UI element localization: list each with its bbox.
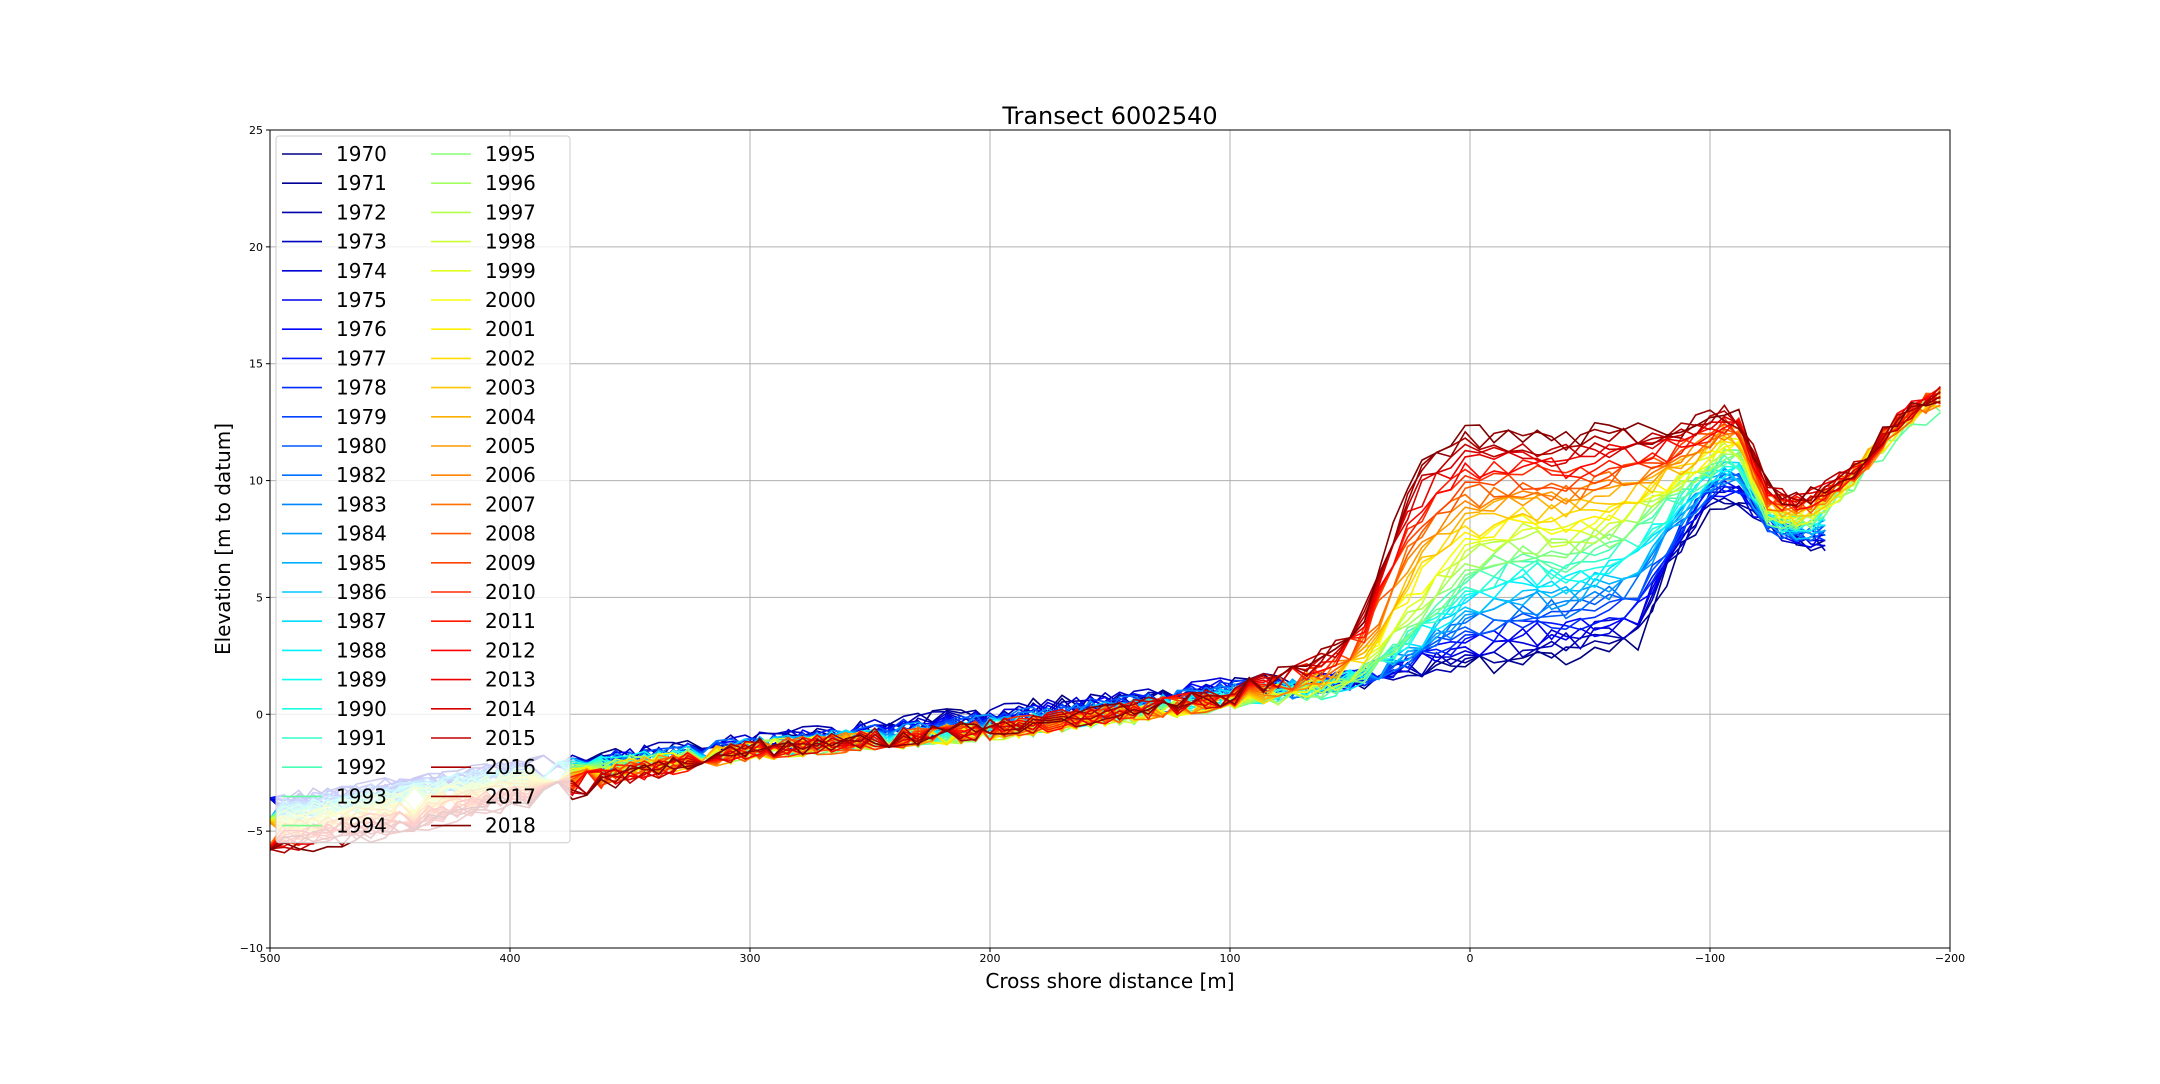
legend-label-1970: 1970 [336, 142, 387, 166]
legend-label-1973: 1973 [336, 230, 387, 254]
x-tick-label: 200 [980, 952, 1001, 965]
x-tick-label: 500 [260, 952, 281, 965]
y-tick-label: 10 [249, 475, 263, 488]
y-tick-label: 25 [249, 124, 263, 137]
x-axis-label: Cross shore distance [m] [985, 969, 1234, 993]
legend-label-2002: 2002 [485, 346, 536, 370]
legend-label-1971: 1971 [336, 171, 387, 195]
legend-label-2014: 2014 [485, 697, 536, 721]
legend-label-2018: 2018 [485, 814, 536, 838]
legend-label-1983: 1983 [336, 492, 387, 516]
legend-label-2010: 2010 [485, 580, 536, 604]
legend-label-2004: 2004 [485, 405, 536, 429]
legend-label-2013: 2013 [485, 668, 536, 692]
legend-label-2005: 2005 [485, 434, 536, 458]
x-tick-label: 100 [1220, 952, 1241, 965]
legend-label-1998: 1998 [485, 230, 536, 254]
x-tick-label: 400 [500, 952, 521, 965]
legend-label-1985: 1985 [336, 551, 387, 575]
legend-label-1975: 1975 [336, 288, 387, 312]
legend-label-2000: 2000 [485, 288, 536, 312]
legend-label-2003: 2003 [485, 376, 536, 400]
y-tick-label: 0 [256, 708, 263, 721]
legend-label-1979: 1979 [336, 405, 387, 429]
x-tick-label: 0 [1467, 952, 1474, 965]
legend-label-2011: 2011 [485, 609, 536, 633]
legend-label-1977: 1977 [336, 346, 387, 370]
plot-frame [269, 129, 1951, 949]
legend-label-2016: 2016 [485, 755, 536, 779]
legend-label-1980: 1980 [336, 434, 387, 458]
legend-label-1978: 1978 [336, 376, 387, 400]
legend-label-1984: 1984 [336, 522, 387, 546]
legend-label-2006: 2006 [485, 463, 536, 487]
legend-label-2015: 2015 [485, 726, 536, 750]
legend-label-1993: 1993 [336, 784, 387, 808]
legend-label-1997: 1997 [485, 200, 536, 224]
legend-label-2008: 2008 [485, 522, 536, 546]
legend-label-2001: 2001 [485, 317, 536, 341]
y-tick-label: 5 [256, 591, 263, 604]
legend-label-1982: 1982 [336, 463, 387, 487]
legend-label-1986: 1986 [336, 580, 387, 604]
legend-label-1989: 1989 [336, 668, 387, 692]
x-tick-label: −100 [1695, 952, 1725, 965]
legend-label-1995: 1995 [485, 142, 536, 166]
legend-label-2012: 2012 [485, 638, 536, 662]
legend-box [275, 135, 571, 844]
chart-title: Transect 6002540 [1001, 102, 1217, 130]
legend-label-1992: 1992 [336, 755, 387, 779]
y-tick-label: −10 [240, 942, 263, 955]
legend-label-1987: 1987 [336, 609, 387, 633]
legend-label-2009: 2009 [485, 551, 536, 575]
x-tick-label: 300 [740, 952, 761, 965]
legend-label-1988: 1988 [336, 638, 387, 662]
y-tick-label: 20 [249, 241, 263, 254]
axis-ticks: 500 400 300 200 100 0 −100 −200 −10 −5 0 5 10 15 20 25 [240, 124, 1965, 965]
legend-label-2017: 2017 [485, 784, 536, 808]
legend-label-1974: 1974 [336, 259, 387, 283]
legend-label-1976: 1976 [336, 317, 387, 341]
y-tick-label: 15 [249, 358, 263, 371]
legend-label-1990: 1990 [336, 697, 387, 721]
legend-label-1996: 1996 [485, 171, 536, 195]
x-tick-label: −200 [1935, 952, 1965, 965]
legend-label-1999: 1999 [485, 259, 536, 283]
legend-label-1994: 1994 [336, 814, 387, 838]
legend-label-1991: 1991 [336, 726, 387, 750]
legend-label-1972: 1972 [336, 200, 387, 224]
y-tick-label: −5 [247, 825, 263, 838]
legend-label-2007: 2007 [485, 492, 536, 516]
y-axis-label: Elevation [m to datum] [211, 423, 235, 655]
legend: 1970 1971 1972 1973 1974 1975 1976 1977 1978 1979… [275, 135, 571, 844]
